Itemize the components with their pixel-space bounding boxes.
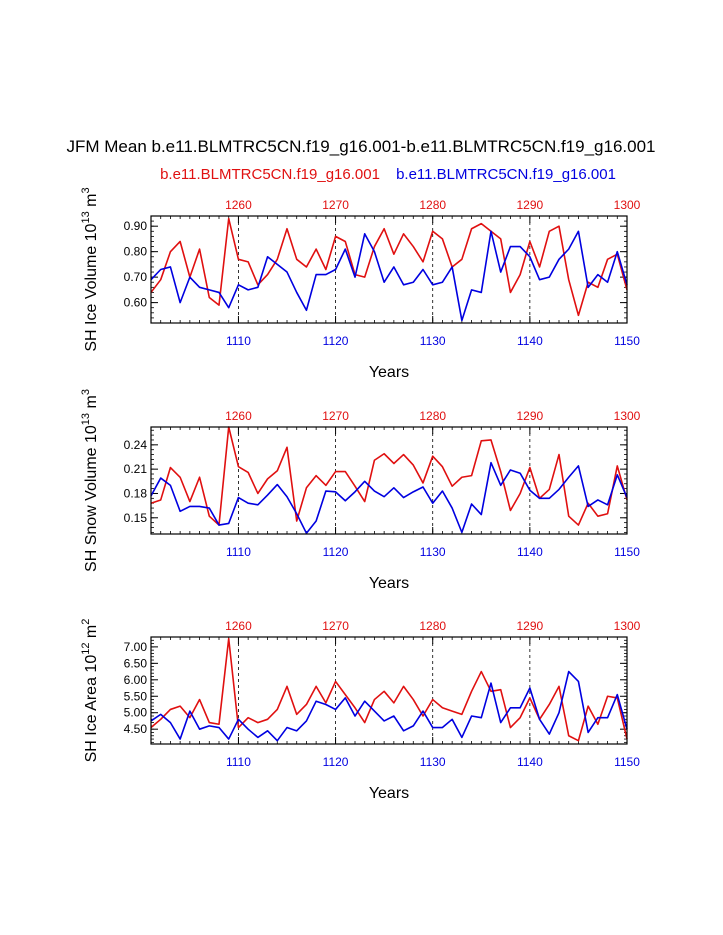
series-line-blue (150, 230, 628, 322)
x-tick-label: 1150 (614, 334, 640, 348)
y-tick-label: 0.24 (124, 438, 148, 452)
x-tick-label: 1140 (517, 334, 543, 348)
plot-frame (150, 426, 628, 535)
series-line-blue (150, 461, 628, 534)
y-tick-label: 0.15 (124, 511, 148, 525)
y-tick-label: 0.18 (124, 486, 148, 500)
y-tick-label: 0.60 (124, 296, 148, 310)
x2-tick-label: 1280 (419, 619, 446, 633)
y-tick-label: 6.00 (124, 673, 148, 687)
x-axis-title: Years (369, 575, 409, 592)
y-tick-label: 7.00 (124, 640, 148, 654)
plot-frame (150, 215, 628, 324)
x2-tick-label: 1260 (225, 409, 252, 423)
panel-1: 1110 1120 1130 1140 1150 1260 1270 1280 1290 1300… (80, 187, 641, 381)
series-line-blue (150, 670, 628, 742)
x-tick-label: 1130 (420, 545, 446, 559)
x2-tick-label: 1260 (225, 619, 252, 633)
x2-tick-label: 1260 (225, 198, 252, 212)
y-tick-label: 0.80 (124, 245, 148, 259)
legend-blue-label: b.e11.BLMTRC5CN.f19_g16.001 (396, 166, 616, 183)
x-tick-label: 1110 (226, 334, 251, 348)
x2-tick-label: 1270 (322, 619, 349, 633)
x-tick-label: 1130 (420, 755, 446, 769)
x2-tick-label: 1290 (517, 409, 544, 423)
plot-frame (150, 636, 628, 745)
x-tick-label: 1120 (323, 545, 349, 559)
x-tick-label: 1110 (226, 755, 251, 769)
x2-tick-label: 1300 (614, 198, 641, 212)
y-axis-title: SH Ice Area 1012 m2 (80, 619, 100, 763)
series-line-red (150, 426, 628, 526)
x-axis-title: Years (369, 364, 409, 381)
x2-tick-label: 1300 (614, 409, 641, 423)
figure-title: JFM Mean b.e11.BLMTRC5CN.f19_g16.001-b.e… (66, 137, 655, 156)
x-tick-label: 1150 (614, 545, 640, 559)
panel-3: 1110 1120 1130 1140 1150 1260 1270 1280 1290 1300… (80, 619, 641, 802)
y-tick-label: 5.00 (124, 706, 148, 720)
y-tick-label: 0.70 (124, 270, 148, 284)
panel-2: 1110 1120 1130 1140 1150 1260 1270 1280 1290 1300… (80, 389, 641, 592)
x-tick-label: 1130 (420, 334, 446, 348)
x-tick-label: 1120 (323, 334, 349, 348)
x-tick-label: 1140 (517, 545, 543, 559)
x2-tick-label: 1280 (419, 409, 446, 423)
x2-tick-label: 1300 (614, 619, 641, 633)
legend-red-label: b.e11.BLMTRC5CN.f19_g16.001 (160, 166, 380, 183)
x-tick-label: 1110 (226, 545, 251, 559)
x-tick-label: 1140 (517, 755, 543, 769)
y-tick-label: 0.21 (124, 462, 148, 476)
y-axis-title: SH Snow Volume 1013 m3 (80, 389, 100, 572)
x-tick-label: 1120 (323, 755, 349, 769)
series-line-red (150, 637, 628, 742)
series-line-red (150, 217, 628, 317)
x2-tick-label: 1290 (517, 198, 544, 212)
x-tick-label: 1150 (614, 755, 640, 769)
x-axis-title: Years (369, 785, 409, 802)
x2-tick-label: 1270 (322, 409, 349, 423)
y-tick-label: 0.90 (124, 219, 148, 233)
x2-tick-label: 1270 (322, 198, 349, 212)
y-tick-label: 6.50 (124, 656, 148, 670)
x2-tick-label: 1290 (517, 619, 544, 633)
y-tick-label: 4.50 (124, 722, 148, 736)
y-tick-label: 5.50 (124, 689, 148, 703)
y-axis-title: SH Ice Volume 1013 m3 (80, 187, 100, 351)
x2-tick-label: 1280 (419, 198, 446, 212)
